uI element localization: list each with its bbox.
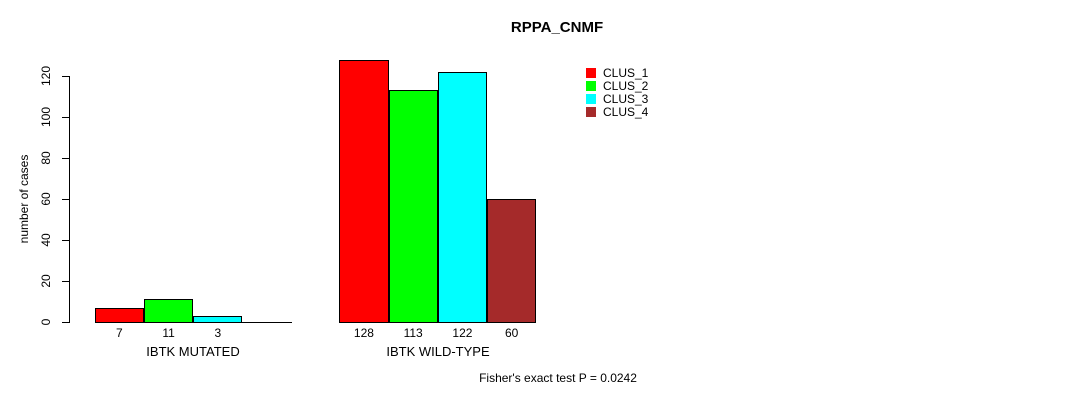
legend-label: CLUS_4 [603,104,649,119]
legend-item: CLUS_1 [586,65,649,80]
legend-item: CLUS_4 [586,104,649,119]
legend-label: CLUS_3 [603,91,649,106]
stat-annotation: Fisher's exact test P = 0.0242 [479,371,637,385]
legend: CLUS_1 CLUS_2 CLUS_3 CLUS_4 [586,65,649,119]
bar-value-label: 3 [214,326,222,340]
y-tick [62,199,69,200]
bar-clus_2-group2 [388,90,438,323]
y-tick [62,117,69,118]
legend-swatch-clus-2 [586,80,596,91]
y-tick [62,281,69,282]
y-tick-label: 20 [39,274,53,288]
y-tick [62,76,69,77]
legend-label: CLUS_1 [603,65,649,80]
bar-clus_2-group1 [143,299,194,323]
y-axis-line [69,76,70,323]
bar-value-label: 128 [353,326,374,340]
y-tick-label: 60 [39,192,53,206]
bar-value-label: 11 [162,326,175,340]
legend-item: CLUS_3 [586,91,649,106]
legend-swatch-clus-1 [586,67,596,78]
bar-clus_1-group2 [339,60,389,323]
legend-item: CLUS_2 [586,78,649,93]
y-tick [62,240,69,241]
y-tick-label: 40 [39,233,53,247]
group-label-mutated: IBTK MUTATED [146,344,240,359]
bar-value-label: 60 [504,326,519,340]
chart-title: RPPA_CNMF [510,19,604,36]
bar-clus_3-group2 [437,72,488,323]
x-axis-baseline-group2 [339,322,536,323]
y-tick-label: 80 [39,151,53,165]
y-tick-label: 100 [39,106,53,128]
y-tick-label: 0 [39,318,53,326]
y-axis-label: number of cases [17,154,31,244]
bar-clus_1-group1 [94,308,144,323]
legend-label: CLUS_2 [603,78,649,93]
legend-swatch-clus-4 [586,106,596,117]
x-axis-baseline-group1 [95,322,292,323]
bar-value-label: 7 [115,326,123,340]
bar-value-label: 122 [452,326,473,340]
group-label-wildtype: IBTK WILD-TYPE [386,344,490,359]
y-tick-label: 120 [39,65,53,87]
bar-value-label: 113 [403,326,423,340]
legend-swatch-clus-3 [586,93,596,104]
y-tick [62,322,69,323]
bar-clus_4-group2 [487,199,537,323]
y-tick [62,158,69,159]
